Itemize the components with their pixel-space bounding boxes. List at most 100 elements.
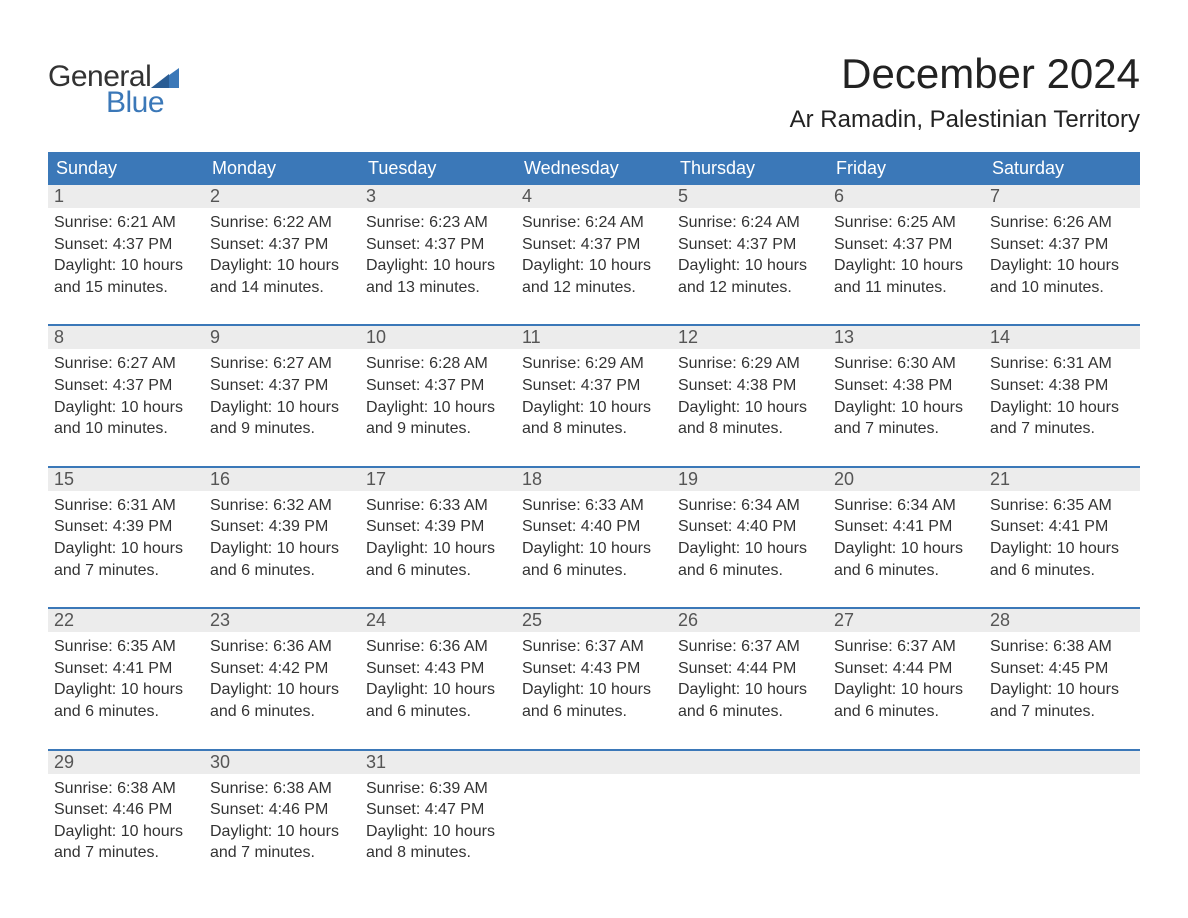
daylight-text: Daylight: 10 hours: [366, 397, 510, 419]
day-cell: Sunrise: 6:37 AMSunset: 4:44 PMDaylight:…: [828, 632, 984, 726]
weekday-sunday: Sunday: [48, 152, 204, 185]
sunset-text: Sunset: 4:40 PM: [522, 516, 666, 538]
sunset-text: Sunset: 4:43 PM: [366, 658, 510, 680]
daylight-text: and 6 minutes.: [522, 701, 666, 723]
day-number: 4: [516, 185, 672, 208]
daylight-text: Daylight: 10 hours: [678, 538, 822, 560]
day-number: 6: [828, 185, 984, 208]
day-cell: Sunrise: 6:34 AMSunset: 4:41 PMDaylight:…: [828, 491, 984, 585]
day-number: 20: [828, 468, 984, 491]
day-cell: Sunrise: 6:29 AMSunset: 4:37 PMDaylight:…: [516, 349, 672, 443]
day-cell: [516, 774, 672, 868]
weekday-friday: Friday: [828, 152, 984, 185]
location-subtitle: Ar Ramadin, Palestinian Territory: [790, 106, 1140, 134]
daylight-text: and 8 minutes.: [678, 418, 822, 440]
sunset-text: Sunset: 4:40 PM: [678, 516, 822, 538]
day-cell: Sunrise: 6:39 AMSunset: 4:47 PMDaylight:…: [360, 774, 516, 868]
day-number: 2: [204, 185, 360, 208]
daylight-text: Daylight: 10 hours: [210, 679, 354, 701]
sunset-text: Sunset: 4:38 PM: [678, 375, 822, 397]
sunrise-text: Sunrise: 6:33 AM: [366, 495, 510, 517]
day-number: 18: [516, 468, 672, 491]
daylight-text: and 6 minutes.: [522, 560, 666, 582]
daylight-text: and 6 minutes.: [366, 701, 510, 723]
daylight-text: Daylight: 10 hours: [834, 397, 978, 419]
sunrise-text: Sunrise: 6:21 AM: [54, 212, 198, 234]
day-number: [516, 751, 672, 774]
day-number: 3: [360, 185, 516, 208]
sunset-text: Sunset: 4:37 PM: [54, 234, 198, 256]
daylight-text: and 6 minutes.: [678, 560, 822, 582]
day-number: 7: [984, 185, 1140, 208]
day-number: [672, 751, 828, 774]
sunrise-text: Sunrise: 6:24 AM: [522, 212, 666, 234]
day-cell: Sunrise: 6:31 AMSunset: 4:39 PMDaylight:…: [48, 491, 204, 585]
sunrise-text: Sunrise: 6:31 AM: [54, 495, 198, 517]
logo-word-2: Blue: [106, 86, 179, 120]
daylight-text: and 6 minutes.: [990, 560, 1134, 582]
sunset-text: Sunset: 4:37 PM: [366, 375, 510, 397]
sunrise-text: Sunrise: 6:33 AM: [522, 495, 666, 517]
sunrise-text: Sunrise: 6:36 AM: [366, 636, 510, 658]
daylight-text: and 10 minutes.: [990, 277, 1134, 299]
daylight-text: Daylight: 10 hours: [522, 679, 666, 701]
sunrise-text: Sunrise: 6:37 AM: [834, 636, 978, 658]
day-number: 26: [672, 609, 828, 632]
day-number: 19: [672, 468, 828, 491]
sunrise-text: Sunrise: 6:27 AM: [54, 353, 198, 375]
daylight-text: Daylight: 10 hours: [210, 397, 354, 419]
day-cell: Sunrise: 6:27 AMSunset: 4:37 PMDaylight:…: [204, 349, 360, 443]
daylight-text: Daylight: 10 hours: [210, 255, 354, 277]
sunrise-text: Sunrise: 6:31 AM: [990, 353, 1134, 375]
sunset-text: Sunset: 4:47 PM: [366, 799, 510, 821]
sunrise-text: Sunrise: 6:35 AM: [990, 495, 1134, 517]
day-cell: Sunrise: 6:22 AMSunset: 4:37 PMDaylight:…: [204, 208, 360, 302]
day-cell: [828, 774, 984, 868]
day-number: 10: [360, 326, 516, 349]
brand-logo: General Blue: [48, 50, 179, 120]
daylight-text: Daylight: 10 hours: [54, 397, 198, 419]
day-cell: Sunrise: 6:24 AMSunset: 4:37 PMDaylight:…: [672, 208, 828, 302]
sunrise-text: Sunrise: 6:39 AM: [366, 778, 510, 800]
week-row: 891011121314Sunrise: 6:27 AMSunset: 4:37…: [48, 324, 1140, 443]
sunset-text: Sunset: 4:37 PM: [210, 234, 354, 256]
day-number: 29: [48, 751, 204, 774]
day-cell: [672, 774, 828, 868]
day-cell: Sunrise: 6:38 AMSunset: 4:45 PMDaylight:…: [984, 632, 1140, 726]
daylight-text: and 15 minutes.: [54, 277, 198, 299]
daylight-text: Daylight: 10 hours: [522, 538, 666, 560]
sunset-text: Sunset: 4:37 PM: [678, 234, 822, 256]
day-number: [828, 751, 984, 774]
day-number: 12: [672, 326, 828, 349]
daylight-text: and 7 minutes.: [834, 418, 978, 440]
daylight-text: Daylight: 10 hours: [990, 538, 1134, 560]
daylight-text: Daylight: 10 hours: [522, 255, 666, 277]
day-cell: Sunrise: 6:27 AMSunset: 4:37 PMDaylight:…: [48, 349, 204, 443]
calendar: Sunday Monday Tuesday Wednesday Thursday…: [48, 152, 1140, 868]
day-number: 24: [360, 609, 516, 632]
day-cell: Sunrise: 6:24 AMSunset: 4:37 PMDaylight:…: [516, 208, 672, 302]
sunset-text: Sunset: 4:38 PM: [990, 375, 1134, 397]
day-cell: Sunrise: 6:28 AMSunset: 4:37 PMDaylight:…: [360, 349, 516, 443]
week-row: 15161718192021Sunrise: 6:31 AMSunset: 4:…: [48, 466, 1140, 585]
header: General Blue December 2024 Ar Ramadin, P…: [48, 50, 1140, 134]
daylight-text: and 6 minutes.: [834, 701, 978, 723]
day-cell: Sunrise: 6:37 AMSunset: 4:43 PMDaylight:…: [516, 632, 672, 726]
daylight-text: Daylight: 10 hours: [366, 821, 510, 843]
daylight-text: and 6 minutes.: [210, 560, 354, 582]
daylight-text: and 14 minutes.: [210, 277, 354, 299]
sunset-text: Sunset: 4:46 PM: [54, 799, 198, 821]
daylight-text: Daylight: 10 hours: [678, 397, 822, 419]
daylight-text: and 6 minutes.: [678, 701, 822, 723]
day-cell: Sunrise: 6:35 AMSunset: 4:41 PMDaylight:…: [984, 491, 1140, 585]
daynum-row: 15161718192021: [48, 468, 1140, 491]
day-number: 23: [204, 609, 360, 632]
sunset-text: Sunset: 4:43 PM: [522, 658, 666, 680]
day-cell: Sunrise: 6:38 AMSunset: 4:46 PMDaylight:…: [204, 774, 360, 868]
sunset-text: Sunset: 4:39 PM: [366, 516, 510, 538]
daylight-text: Daylight: 10 hours: [54, 255, 198, 277]
daylight-text: and 10 minutes.: [54, 418, 198, 440]
sunrise-text: Sunrise: 6:23 AM: [366, 212, 510, 234]
day-cell: Sunrise: 6:36 AMSunset: 4:42 PMDaylight:…: [204, 632, 360, 726]
daylight-text: Daylight: 10 hours: [990, 679, 1134, 701]
